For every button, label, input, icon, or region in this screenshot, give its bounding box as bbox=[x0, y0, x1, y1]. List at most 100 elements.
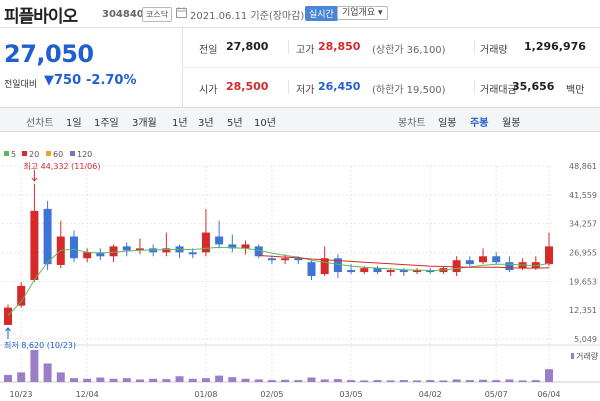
tab-period-3y[interactable]: 3년 bbox=[198, 118, 214, 129]
volume-bar bbox=[135, 379, 144, 382]
company-info-dropdown[interactable]: 기업개요 ▾ bbox=[337, 6, 388, 20]
x-tick-label: 05/07 bbox=[485, 390, 508, 399]
candle-body bbox=[215, 236, 224, 245]
candle-body bbox=[413, 270, 422, 273]
volume-bar bbox=[333, 379, 342, 382]
candle-body bbox=[254, 246, 263, 257]
stock-header: 피플바이오 304840 코스닥 2021.06.11 기준(장마감) 실시간 … bbox=[0, 0, 600, 28]
candle-body bbox=[109, 246, 118, 257]
volume-bar bbox=[386, 380, 395, 382]
volume-bar bbox=[347, 380, 356, 382]
candle-body bbox=[135, 248, 144, 251]
x-tick-label: 06/04 bbox=[537, 390, 560, 399]
volume-bar bbox=[307, 377, 316, 382]
candle-body bbox=[4, 307, 12, 325]
volume-bar bbox=[43, 363, 52, 382]
volume-bar bbox=[122, 378, 131, 382]
candle-body bbox=[320, 258, 329, 275]
tab-period-10y[interactable]: 10년 bbox=[254, 118, 276, 129]
tab-weekly-candle[interactable]: 주봉 bbox=[470, 118, 489, 129]
candle-body bbox=[69, 236, 78, 259]
cell-separator bbox=[474, 80, 475, 94]
volume-legend-swatch bbox=[571, 353, 574, 359]
high-arrow bbox=[31, 169, 38, 182]
volume-bar bbox=[188, 378, 197, 382]
volume-bar bbox=[83, 378, 92, 382]
x-tick-label: 10/23 bbox=[9, 390, 32, 399]
tab-monthly-candle[interactable]: 월봉 bbox=[502, 118, 521, 129]
tab-daily-candle[interactable]: 일봉 bbox=[438, 118, 457, 129]
tab-period-3m[interactable]: 3개월 bbox=[132, 118, 157, 129]
volume-bar bbox=[17, 372, 26, 382]
cell-separator bbox=[474, 40, 475, 54]
stock-code: 304840 bbox=[102, 9, 144, 20]
tab-period-1d[interactable]: 1일 bbox=[66, 118, 82, 129]
y-tick-label: 12,351 bbox=[569, 306, 597, 315]
volume-bar bbox=[162, 379, 171, 382]
volume-bar bbox=[175, 376, 184, 382]
x-tick-label: 02/05 bbox=[260, 390, 283, 399]
candle-body bbox=[347, 270, 356, 273]
high-annotation: 최고 44,332 (11/06) bbox=[23, 161, 100, 171]
x-tick-label: 03/05 bbox=[340, 390, 363, 399]
x-tick-label: 04/02 bbox=[419, 390, 442, 399]
low-arrow bbox=[5, 327, 11, 339]
lower-limit: (하한가 19,500) bbox=[372, 85, 446, 96]
candle-body bbox=[83, 252, 92, 259]
volume-bar bbox=[492, 380, 501, 382]
volume-bar bbox=[505, 379, 514, 382]
upper-limit: (상한가 36,100) bbox=[372, 45, 446, 56]
candle-body bbox=[188, 252, 197, 255]
candle-body bbox=[281, 258, 290, 261]
legend-ma5: 5 bbox=[4, 150, 16, 159]
volume-bar bbox=[109, 378, 118, 382]
volume-bar bbox=[294, 380, 303, 382]
candle-body bbox=[545, 246, 553, 265]
amount-label: 거래대금 bbox=[480, 85, 517, 96]
volume-bar bbox=[56, 372, 65, 382]
volume-bar bbox=[215, 375, 224, 382]
candle-body bbox=[241, 244, 250, 249]
prev-close-value: 27,800 bbox=[226, 40, 269, 53]
candle-body bbox=[43, 208, 52, 265]
tab-period-1w[interactable]: 1주일 bbox=[94, 118, 119, 129]
volume-bar bbox=[241, 378, 250, 382]
cell-separator bbox=[288, 40, 289, 54]
high-value: 28,850 bbox=[318, 40, 361, 53]
candle-body bbox=[96, 252, 105, 257]
high-label: 고가 bbox=[296, 45, 315, 56]
candle-body bbox=[426, 270, 435, 273]
candle-body bbox=[531, 262, 540, 269]
legend-ma20: 20 bbox=[22, 150, 39, 159]
tab-candle-chart[interactable]: 봉차트 bbox=[398, 118, 426, 129]
volume-bar bbox=[201, 378, 210, 382]
y-tick-label: 41,559 bbox=[569, 191, 597, 200]
market-badge: 코스닥 bbox=[142, 7, 173, 22]
candle-body bbox=[386, 270, 395, 273]
tab-period-5y[interactable]: 5년 bbox=[227, 118, 243, 129]
candle-body bbox=[333, 258, 342, 273]
open-label: 시가 bbox=[199, 85, 218, 96]
realtime-button[interactable]: 실시간 bbox=[305, 6, 338, 21]
volume-bar bbox=[531, 380, 540, 382]
volume-bar bbox=[149, 378, 158, 382]
volume-bar bbox=[439, 380, 448, 382]
chart-tab-bar: 선차트 1일 1주일 3개월 1년 3년 5년 10년 봉차트 일봉 주봉 월봉 bbox=[0, 108, 600, 132]
legend-ma60: 60 bbox=[46, 150, 63, 159]
candle-body bbox=[201, 232, 210, 253]
volume-label: 거래량 bbox=[480, 45, 508, 56]
candle-body bbox=[373, 268, 382, 273]
candle-body bbox=[30, 210, 39, 280]
tab-period-1y[interactable]: 1년 bbox=[172, 118, 188, 129]
volume-bar bbox=[413, 380, 422, 382]
candle-body bbox=[492, 256, 501, 263]
candle-body bbox=[505, 262, 514, 271]
low-value: 26,450 bbox=[318, 80, 361, 93]
tab-line-chart[interactable]: 선차트 bbox=[26, 118, 54, 129]
candle-body bbox=[294, 258, 303, 261]
cell-separator bbox=[288, 80, 289, 94]
volume-bar bbox=[254, 379, 263, 382]
amount-value: 35,656 bbox=[512, 80, 555, 93]
candle-body bbox=[122, 246, 131, 251]
y-tick-label: 5,049 bbox=[574, 335, 597, 344]
